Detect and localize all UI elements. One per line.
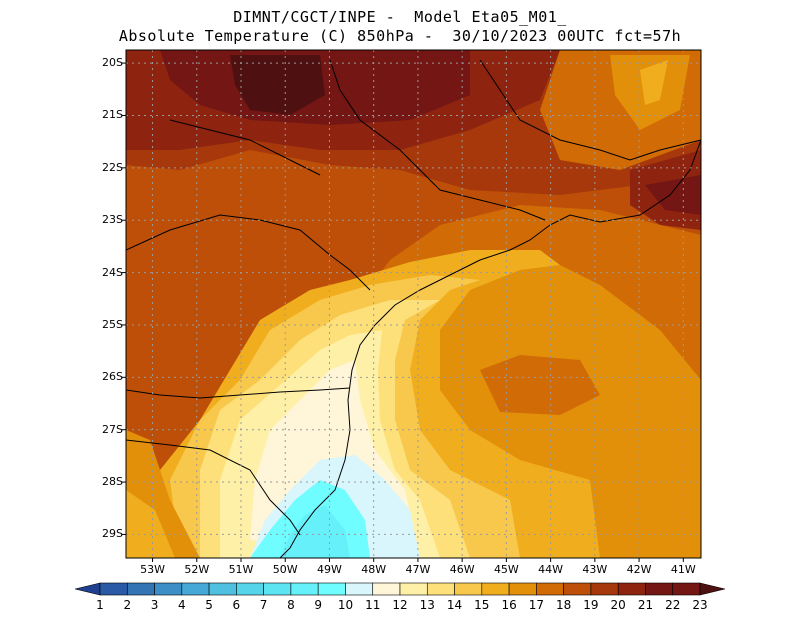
lat-label: 20S [102, 56, 123, 70]
lon-label: 45W [493, 563, 519, 576]
colorbar-segment [399, 582, 428, 596]
colorbar-label: 13 [419, 598, 435, 612]
colorbar-segment [508, 582, 537, 596]
state-border-6 [169, 119, 321, 176]
state-border-2 [126, 439, 301, 536]
colorbar-segment [263, 582, 292, 596]
colorbar-label: 19 [583, 598, 599, 612]
lat-label: 24S [102, 265, 123, 279]
colorbar-label: 20 [610, 598, 626, 612]
colorbar-label: 6 [232, 598, 241, 612]
colorbar-label: 22 [665, 598, 681, 612]
colorbar-label: 5 [205, 598, 213, 612]
state-border-3 [126, 214, 371, 291]
colorbar-label: 12 [392, 598, 408, 612]
colorbar-segment [154, 582, 183, 596]
lon-label: 41W [670, 563, 696, 576]
colorbar-label: 11 [365, 598, 381, 612]
lon-label: 50W [272, 563, 298, 576]
lon-label: 42W [626, 563, 652, 576]
lat-label: 22S [102, 160, 123, 174]
coastline [279, 139, 701, 558]
colorbar-label: 18 [555, 598, 572, 612]
title-line-2: Absolute Temperature (C) 850hPa - 30/10/… [118, 27, 682, 45]
lat-label: 23S [102, 213, 123, 227]
colorbar-label: 16 [501, 598, 517, 612]
map-frame [125, 49, 702, 559]
lon-label: 48W [361, 563, 387, 576]
colorbar-segment [99, 582, 128, 596]
colorbar [74, 582, 726, 596]
colorbar-label: 8 [287, 598, 295, 612]
colorbar-label: 2 [123, 598, 132, 612]
colorbar-segment [563, 582, 592, 596]
colorbar-segment [426, 582, 455, 596]
lat-label: 28S [102, 475, 123, 489]
colorbar-label: 1 [96, 598, 104, 612]
field-sw-yellow [126, 490, 175, 558]
lon-label: 49W [317, 563, 342, 576]
colorbar-label: 21 [637, 598, 654, 612]
colorbar-label: 9 [314, 598, 322, 612]
colorbar-segment [372, 582, 401, 596]
lat-label: 25S [102, 317, 123, 331]
field-ne-yellow [640, 60, 668, 105]
colorbar-segment [590, 582, 619, 596]
lon-label: 43W [582, 563, 608, 576]
colorbar-label: 15 [474, 598, 490, 612]
colorbar-segment [645, 582, 674, 596]
colorbar-label: 23 [692, 598, 708, 612]
lon-label: 51W [228, 563, 254, 576]
field-band-8 [280, 505, 350, 558]
colorbar-segment [454, 582, 483, 596]
colorbar-left-arrow [74, 582, 101, 596]
colorbar-segment [208, 582, 237, 596]
lon-label: 44W [538, 563, 564, 576]
temperature-field [126, 50, 701, 558]
lat-label: 26S [102, 370, 123, 384]
lat-label: 27S [102, 422, 123, 436]
field-band-23 [230, 55, 325, 115]
colorbar-label: 14 [446, 598, 463, 612]
colorbar-label: 4 [177, 598, 186, 612]
state-border-1 [126, 387, 351, 399]
field-east-core [645, 175, 701, 215]
axis-ticks [122, 62, 684, 562]
colorbar-segment [317, 582, 346, 596]
colorbar-label: 7 [259, 598, 268, 612]
lon-label: 46W [449, 563, 475, 576]
field-ocean-inner [480, 355, 600, 415]
colorbar-label: 17 [528, 598, 544, 612]
lat-label: 21S [102, 108, 123, 122]
colorbar-segment [672, 582, 701, 596]
colorbar-label: 10 [337, 598, 354, 612]
colorbar-segment [481, 582, 510, 596]
lon-label: 52W [184, 563, 210, 576]
colorbar-segment [181, 582, 210, 596]
colorbar-segment [345, 582, 374, 596]
lat-label: 29S [102, 527, 123, 541]
colorbar-segment [617, 582, 646, 596]
colorbar-segment [236, 582, 264, 596]
colorbar-segment [126, 582, 155, 596]
lon-label: 53W [140, 563, 165, 576]
colorbar-segment [536, 582, 564, 596]
colorbar-label: 3 [150, 598, 159, 612]
colorbar-segment [290, 582, 319, 596]
colorbar-right-arrow [699, 582, 726, 596]
grid-lines [126, 50, 701, 558]
lon-label: 47W [405, 563, 431, 576]
state-border-5 [479, 59, 701, 161]
title-line-1: DIMNT/CGCT/INPE - Model Eta05_M01_ [233, 8, 567, 26]
